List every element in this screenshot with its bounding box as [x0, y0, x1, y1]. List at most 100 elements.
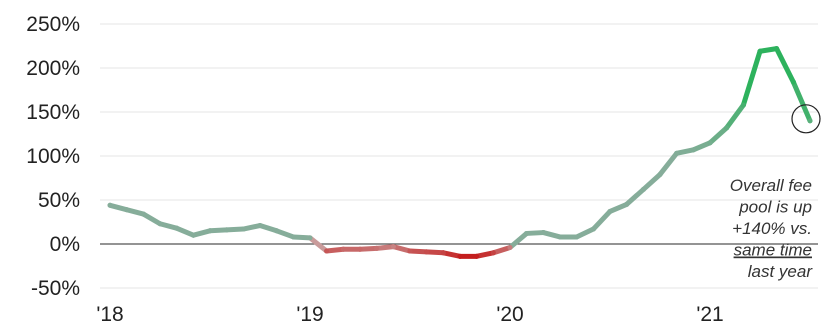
current-value-marker: [791, 104, 821, 134]
line-segment: [357, 245, 380, 252]
line-segment: [257, 223, 280, 234]
line-segment: [690, 140, 713, 153]
data-point: [574, 234, 580, 240]
data-point: [707, 140, 713, 146]
line-segment: [640, 171, 663, 192]
line-segment: [107, 202, 130, 213]
line-segment: [157, 221, 180, 231]
line-segment: [274, 228, 296, 240]
line-segment: [574, 226, 596, 240]
line-segment: [674, 147, 696, 156]
x-tick-label: '18: [96, 303, 123, 326]
annotation: Overall fee pool is up +140% vs. same time l…: [730, 176, 814, 281]
line-segment: [490, 245, 513, 256]
line-segment: [740, 48, 763, 108]
line-segment: [624, 186, 646, 207]
data-point: [374, 245, 380, 251]
data-point: [807, 118, 813, 124]
data-point: [690, 147, 696, 153]
data-point: [424, 249, 430, 255]
x-tick-label: '19: [296, 303, 323, 326]
x-axis: '18 '19 '20 '21: [96, 303, 723, 326]
data-point: [390, 244, 396, 250]
data-point: [207, 228, 213, 234]
y-axis: 250% 200% 150% 100% 50% 0% -50%: [26, 13, 80, 300]
data-point: [740, 102, 746, 108]
line-segment: [324, 246, 346, 254]
data-point: [257, 223, 263, 229]
line-segment: [524, 230, 546, 236]
data-point: [524, 230, 530, 236]
data-point: [340, 246, 346, 252]
data-point: [407, 248, 413, 254]
line-segment: [124, 207, 146, 217]
y-tick-label: 200%: [26, 57, 80, 80]
annotation-line: last year: [748, 262, 814, 281]
data-point: [457, 253, 463, 259]
line-segment: [507, 230, 530, 251]
data-point: [607, 208, 613, 214]
data-point: [174, 225, 180, 231]
y-tick-label: 0%: [50, 233, 80, 256]
line-segment: [290, 234, 313, 241]
data-point: [124, 207, 130, 213]
data-point: [557, 234, 563, 240]
data-point: [357, 246, 363, 252]
data-point: [274, 228, 280, 234]
line-segment: [407, 248, 430, 255]
data-point: [757, 48, 763, 54]
data-point: [240, 226, 246, 232]
data-point: [157, 221, 163, 227]
line-segment: [390, 244, 413, 254]
line-segment: [474, 250, 496, 259]
line-segment: [374, 244, 396, 251]
data-point: [674, 150, 680, 156]
data-point: [107, 202, 113, 208]
data-point: [290, 234, 296, 240]
line-segment: [590, 208, 613, 232]
y-tick-label: -50%: [31, 277, 80, 300]
data-point: [540, 230, 546, 236]
annotation-line: pool is up: [738, 198, 812, 217]
y-tick-label: 50%: [38, 189, 80, 212]
data-point: [590, 226, 596, 232]
line-segment: [307, 235, 330, 254]
data-point: [324, 248, 330, 254]
data-point: [224, 227, 230, 233]
line-segment: [140, 211, 163, 227]
y-tick-label: 100%: [26, 145, 80, 168]
line-segment: [190, 228, 213, 238]
annotation-line: +140% vs.: [732, 219, 812, 238]
data-point: [474, 253, 480, 259]
annotation-line: Overall fee: [730, 176, 812, 195]
line-segment: [657, 150, 680, 177]
line-segment: [607, 201, 630, 214]
data-point: [624, 201, 630, 207]
data-point: [774, 46, 780, 52]
data-point: [640, 186, 646, 192]
data-point: [190, 232, 196, 238]
data-point: [307, 235, 313, 241]
y-tick-label: 250%: [26, 13, 80, 36]
data-point: [657, 171, 663, 177]
line-segment: [724, 102, 746, 131]
line-segment: [707, 125, 730, 146]
data-point: [440, 250, 446, 256]
line-segment: [424, 249, 446, 256]
data-point: [790, 79, 796, 85]
fee-pool-series: [107, 46, 813, 259]
x-tick-label: '20: [496, 303, 523, 326]
line-segment: [240, 223, 263, 232]
data-point: [490, 250, 496, 256]
data-point: [724, 125, 730, 131]
line-segment: [224, 226, 246, 233]
y-tick-label: 150%: [26, 101, 80, 124]
annotation-line: same time: [734, 241, 812, 260]
line-segment: [790, 79, 813, 124]
line-segment: [440, 250, 463, 259]
x-tick-label: '21: [696, 303, 723, 326]
line-segment: [774, 46, 796, 85]
line-segment: [207, 227, 230, 234]
data-point: [507, 245, 513, 251]
